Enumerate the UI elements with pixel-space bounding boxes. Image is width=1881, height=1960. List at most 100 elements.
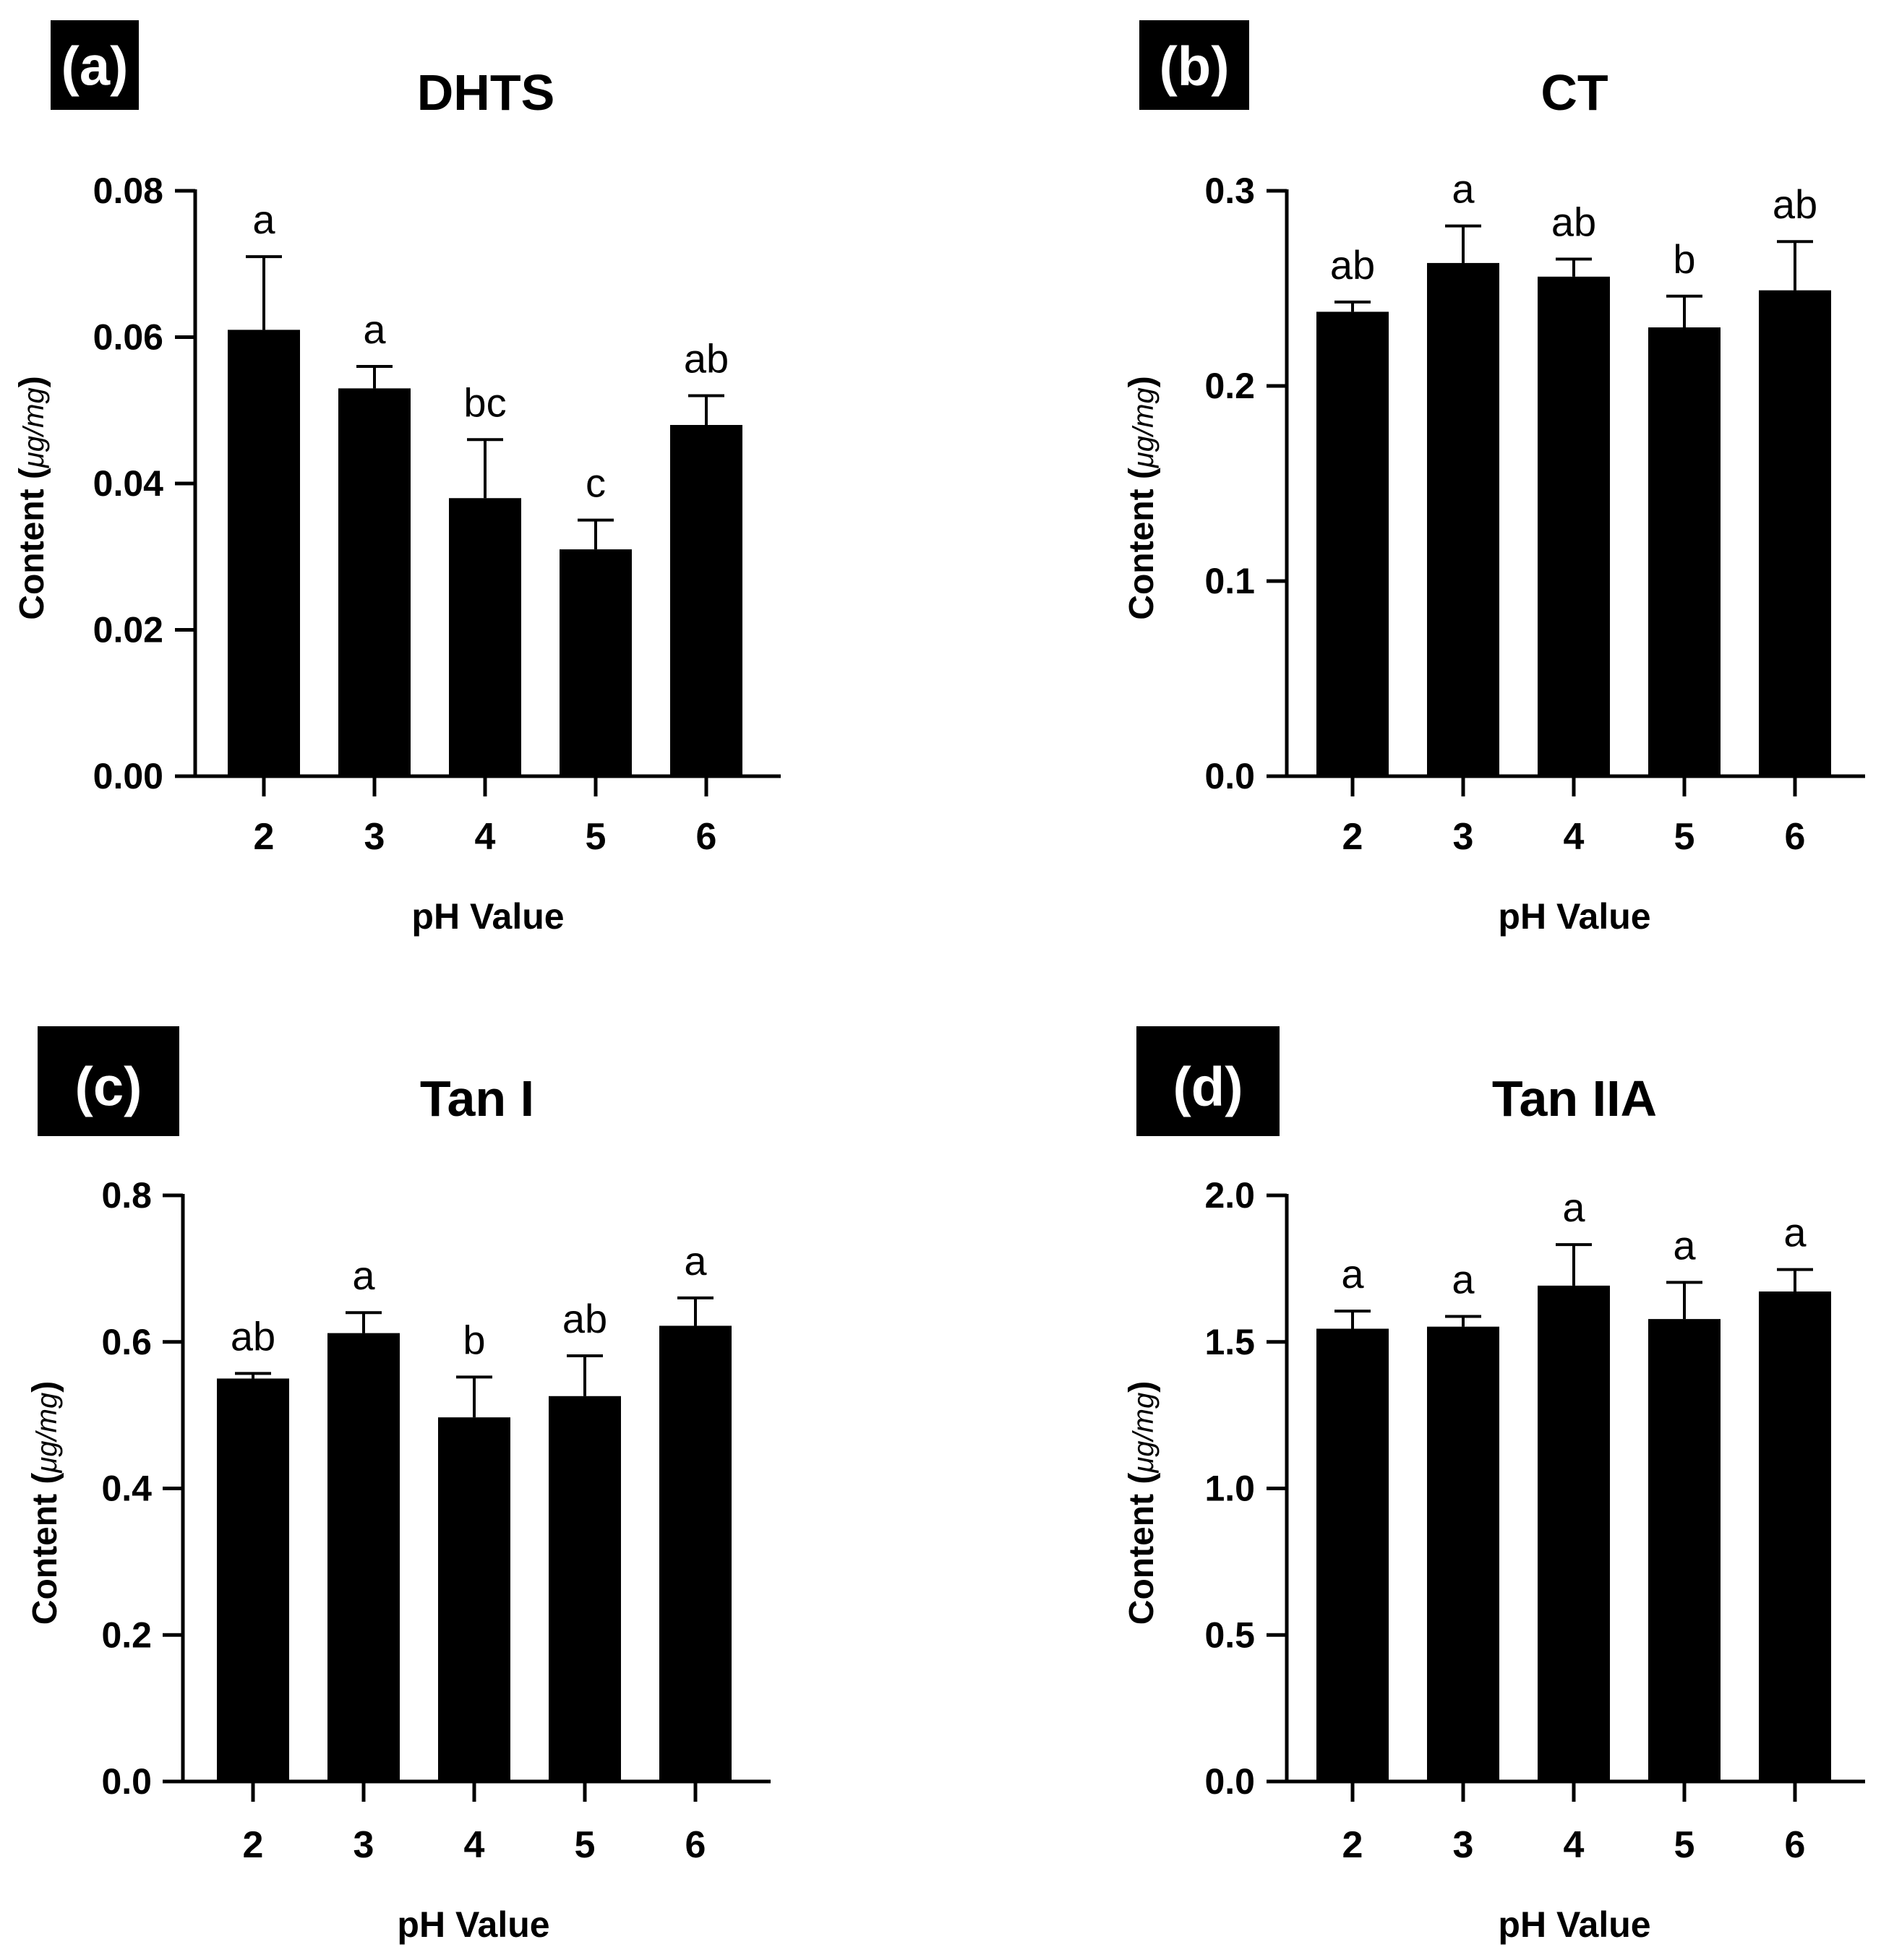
significance-label: a — [352, 1252, 375, 1298]
chart-panel-b: (b) CT 0.0 0.1 0.2 0.3 Content (μg/mg) pH Value… — [1123, 20, 1865, 937]
bar — [1538, 1285, 1610, 1781]
x-tick-label: 3 — [1453, 1824, 1474, 1866]
bar — [228, 330, 300, 776]
x-tick-label: 3 — [1453, 816, 1474, 858]
panel-label: (b) — [1159, 35, 1229, 97]
x-tick-label: 2 — [1342, 1824, 1363, 1866]
chart-title: Tan I — [420, 1070, 534, 1127]
x-tick-label: 4 — [464, 1824, 485, 1866]
significance-label: b — [1673, 236, 1695, 282]
chart-title: DHTS — [417, 64, 555, 121]
bar — [1648, 327, 1721, 776]
significance-label: ab — [562, 1296, 607, 1341]
significance-label: a — [684, 1238, 707, 1284]
x-axis-label: pH Value — [397, 1904, 549, 1945]
panel-badge — [38, 1026, 179, 1136]
y-axis-label: Content (μg/mg) — [1123, 1381, 1161, 1625]
bar — [560, 549, 632, 776]
y-tick-label: 0.0 — [101, 1761, 152, 1802]
y-tick-label: 2.0 — [1204, 1175, 1255, 1216]
panel-badge — [51, 20, 139, 110]
x-tick-label: 4 — [475, 816, 496, 858]
y-tick-label: 0.2 — [101, 1615, 152, 1655]
x-tick-label: 3 — [364, 816, 385, 858]
significance-label: ab — [1551, 199, 1596, 245]
bar — [1538, 276, 1610, 776]
x-tick-label: 6 — [1785, 1824, 1806, 1866]
x-tick-label: 5 — [575, 1824, 596, 1866]
x-axis-label: pH Value — [1498, 896, 1650, 937]
y-axis-label-unit: μg/mg — [31, 1393, 63, 1474]
y-axis-label-close: ) — [26, 1381, 64, 1393]
bar — [659, 1325, 732, 1781]
bar — [1648, 1319, 1721, 1781]
significance-label: a — [1783, 1210, 1807, 1255]
panel-label: (c) — [75, 1056, 142, 1117]
significance-label: ab — [1773, 181, 1817, 227]
x-tick-label: 5 — [1674, 1824, 1695, 1866]
significance-label: a — [1341, 1251, 1364, 1297]
y-tick-label: 0.0 — [1204, 1761, 1255, 1802]
y-tick-label: 0.00 — [93, 756, 163, 796]
significance-label: a — [1673, 1222, 1696, 1268]
y-tick-label: 1.5 — [1204, 1322, 1255, 1362]
y-axis-label-text: Content ( — [13, 468, 51, 620]
bar — [1427, 262, 1499, 776]
x-axis-label: pH Value — [411, 896, 564, 937]
y-tick-label: 0.0 — [1204, 756, 1255, 796]
y-tick-label: 1.0 — [1204, 1469, 1255, 1509]
y-tick-label: 0.06 — [93, 317, 163, 358]
panel-badge — [1136, 1026, 1280, 1136]
x-tick-label: 6 — [1785, 816, 1806, 858]
bar — [1759, 1291, 1831, 1781]
panel-badge — [1139, 20, 1249, 110]
panel-label: (a) — [61, 35, 129, 97]
x-tick-label: 2 — [254, 816, 275, 858]
y-axis-label: Content (μg/mg) — [26, 1381, 64, 1625]
y-tick-label: 0.04 — [93, 463, 164, 504]
y-axis-label-close: ) — [1123, 376, 1161, 387]
significance-label: a — [1452, 1256, 1475, 1302]
x-tick-label: 5 — [586, 816, 607, 858]
significance-label: c — [586, 460, 606, 506]
bar — [670, 425, 742, 776]
chart-title: CT — [1541, 64, 1608, 121]
y-tick-label: 0.08 — [93, 171, 163, 211]
y-tick-label: 0.8 — [101, 1175, 152, 1216]
y-tick-label: 0.6 — [101, 1322, 152, 1362]
y-axis-label: Content (μg/mg) — [1123, 376, 1161, 619]
y-tick-label: 0.4 — [101, 1469, 152, 1509]
y-axis-label-text: Content ( — [26, 1473, 64, 1625]
y-tick-label: 0.02 — [93, 610, 163, 650]
x-axis-label: pH Value — [1498, 1904, 1650, 1945]
x-tick-label: 4 — [1564, 816, 1585, 858]
bar — [1316, 311, 1389, 776]
y-axis-label-unit: μg/mg — [1128, 387, 1160, 468]
significance-label: ab — [231, 1313, 275, 1359]
y-tick-label: 0.3 — [1204, 171, 1255, 211]
significance-label: bc — [463, 379, 506, 425]
x-tick-label: 2 — [1342, 816, 1363, 858]
chart-panel-a: (a) DHTS 0.00 0.02 0.04 0.06 0.08 Content (μg/m… — [13, 20, 781, 937]
bar — [327, 1333, 400, 1781]
y-axis-label-close: ) — [13, 376, 51, 387]
significance-label: ab — [1330, 242, 1375, 288]
y-axis-label-close: ) — [1123, 1381, 1161, 1393]
panel-label: (d) — [1173, 1056, 1243, 1117]
x-tick-label: 6 — [696, 816, 717, 858]
chart-panel-d: (d) Tan IIA 0.0 0.5 1.0 1.5 2.0 Content (μg/mg)… — [1123, 1026, 1865, 1945]
y-tick-label: 0.5 — [1204, 1615, 1255, 1655]
x-tick-label: 3 — [354, 1824, 374, 1866]
significance-label: a — [1452, 166, 1475, 212]
x-tick-label: 2 — [243, 1824, 264, 1866]
y-axis-label: Content (μg/mg) — [13, 376, 51, 619]
significance-label: a — [363, 306, 386, 352]
y-axis-label-text: Content ( — [1123, 1473, 1161, 1625]
bar — [1316, 1328, 1389, 1781]
y-axis-label-unit: μg/mg — [18, 387, 50, 468]
significance-label: a — [252, 197, 275, 242]
bar — [449, 498, 521, 776]
bar — [1427, 1326, 1499, 1781]
